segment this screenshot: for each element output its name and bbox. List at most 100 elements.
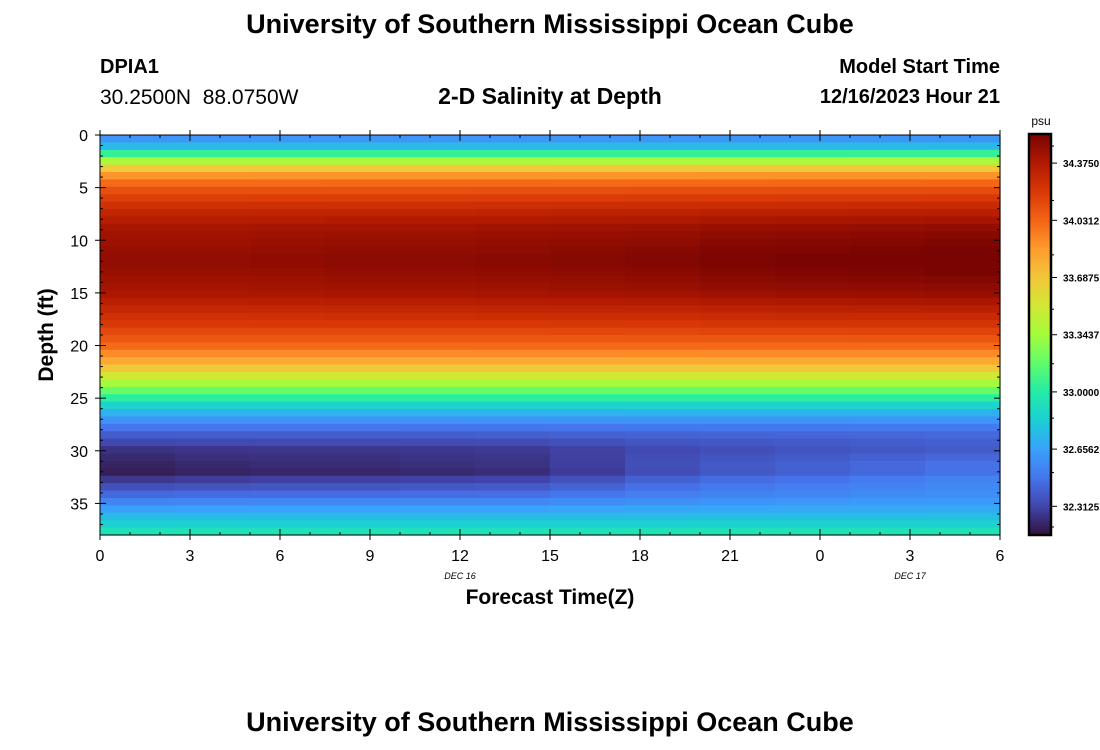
heatmap-cell [400,372,476,381]
heatmap-cell [775,253,851,262]
heatmap-cell [550,497,626,506]
heatmap-cell [550,275,626,284]
heatmap-cell [625,231,701,240]
heatmap-cell [100,490,176,499]
heatmap-cell [175,446,251,455]
heatmap-cell [475,142,551,151]
heatmap-cell [100,135,176,144]
heatmap-cell [550,327,626,336]
heatmap-cell [175,416,251,425]
heatmap-cell [700,260,776,269]
x-tick-label: 0 [96,548,105,565]
heatmap-cell [175,216,251,225]
heatmap-cell [250,379,326,388]
heatmap-cell [700,172,776,181]
heatmap-cell [775,527,851,536]
heatmap-cell [400,475,476,484]
heatmap-cell [250,468,326,477]
heatmap-cell [625,164,701,173]
heatmap-cell [925,394,1001,403]
heatmap-cell [400,260,476,269]
heatmap-cell [850,431,926,440]
heatmap-cell [175,394,251,403]
heatmap-cell [775,453,851,462]
heatmap-cell [775,342,851,351]
heatmap-cell [475,468,551,477]
heatmap-cell [700,475,776,484]
colorbar-tick-label: 32.6562 [1063,445,1100,456]
heatmap-cell [550,238,626,247]
heatmap-cell [325,186,401,195]
heatmap-cell [400,320,476,329]
heatmap-cell [550,379,626,388]
heatmap-cell [550,475,626,484]
heatmap-cell [100,238,176,247]
heatmap-cell [550,209,626,218]
heatmap-cell [775,327,851,336]
heatmap-cell [400,135,476,144]
heatmap-cell [400,179,476,188]
heatmap-cell [700,312,776,321]
heatmap-cell [250,260,326,269]
x-tick-label: 6 [276,548,285,565]
heatmap-cell [850,201,926,210]
heatmap-cell [775,290,851,299]
heatmap-cell [475,223,551,232]
heatmap-cell [700,275,776,284]
heatmap-cell [250,446,326,455]
heatmap-cell [325,349,401,358]
heatmap-cell [100,409,176,418]
heatmap-cell [175,305,251,314]
heatmap-cell [850,335,926,344]
heatmap-cell [400,216,476,225]
heatmap-cell [850,527,926,536]
heatmap-cell [550,164,626,173]
heatmap-cell [775,268,851,277]
heatmap-cell [850,186,926,195]
heatmap-cell [550,320,626,329]
heatmap-cell [250,453,326,462]
heatmap-cell [775,505,851,514]
x-tick-label: 6 [996,548,1005,565]
heatmap-cell [325,409,401,418]
colorbar-ticks: 32.3125 32.6562 33.0000 33.3437 33.6875 34.03… [1051,145,1100,528]
heatmap-cell [100,379,176,388]
heatmap-cell [475,186,551,195]
heatmap-cell [175,246,251,255]
heatmap-cell [700,342,776,351]
heatmap-cell [700,268,776,277]
heatmap-cell [550,386,626,395]
heatmap-cell [100,401,176,410]
heatmap-cell [175,260,251,269]
heatmap-cell [325,401,401,410]
heatmap-cell [100,268,176,277]
heatmap-cell [775,194,851,203]
heatmap-cell [325,164,401,173]
heatmap-cell [550,505,626,514]
heatmap-cell [175,201,251,210]
heatmap-cell [775,349,851,358]
heatmap-cell [400,416,476,425]
heatmap-cell [175,231,251,240]
heatmap-cell [700,372,776,381]
heatmap-cell [325,335,401,344]
heatmap-cell [175,179,251,188]
heatmap-cell [700,386,776,395]
heatmap-cell [100,446,176,455]
heatmap-cell [250,357,326,366]
heatmap-cell [700,497,776,506]
heatmap-cell [325,201,401,210]
heatmap-cell [175,149,251,158]
heatmap-cell [250,527,326,536]
heatmap-cell [850,394,926,403]
heatmap-cell [250,142,326,151]
heatmap-cell [925,312,1001,321]
heatmap-cell [850,372,926,381]
heatmap-cell [625,468,701,477]
heatmap-cell [925,290,1001,299]
heatmap-cell [400,312,476,321]
heatmap-cell [100,253,176,262]
heatmap-cell [325,372,401,381]
heatmap-cell [550,409,626,418]
heatmap-cell [475,216,551,225]
